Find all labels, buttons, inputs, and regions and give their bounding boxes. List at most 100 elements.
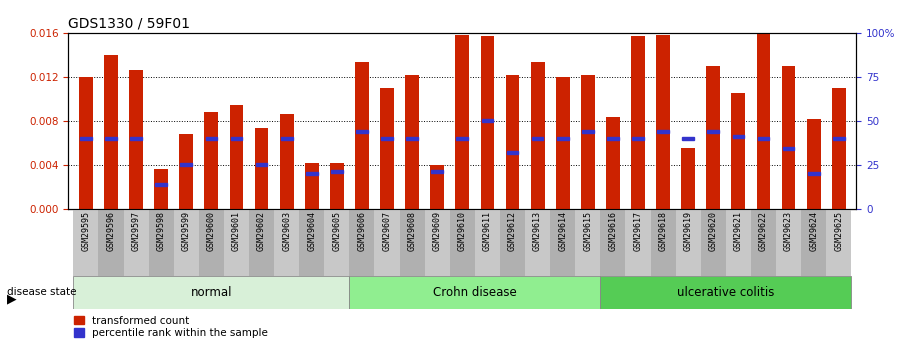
Bar bbox=[600, 209, 626, 276]
Bar bbox=[331, 170, 343, 173]
Bar bbox=[631, 36, 645, 209]
Bar bbox=[98, 209, 124, 276]
Bar bbox=[783, 147, 794, 150]
Bar bbox=[682, 137, 694, 140]
Bar bbox=[575, 209, 600, 276]
Bar bbox=[832, 88, 845, 209]
Bar bbox=[482, 119, 493, 122]
Text: GSM29600: GSM29600 bbox=[207, 211, 216, 252]
Bar bbox=[74, 276, 350, 309]
Bar bbox=[124, 209, 148, 276]
Bar bbox=[726, 209, 751, 276]
Bar bbox=[808, 172, 820, 175]
Bar bbox=[199, 209, 224, 276]
Text: GSM29602: GSM29602 bbox=[257, 211, 266, 252]
Bar bbox=[582, 130, 594, 133]
Bar bbox=[281, 137, 292, 140]
Bar bbox=[148, 209, 174, 276]
Bar bbox=[450, 209, 475, 276]
Text: ▶: ▶ bbox=[7, 293, 17, 306]
Text: GSM29606: GSM29606 bbox=[357, 211, 366, 252]
Bar bbox=[600, 276, 851, 309]
Text: GSM29604: GSM29604 bbox=[307, 211, 316, 252]
Text: GSM29597: GSM29597 bbox=[131, 211, 140, 252]
Bar bbox=[79, 77, 93, 209]
Bar bbox=[381, 137, 393, 140]
Text: GSM29611: GSM29611 bbox=[483, 211, 492, 252]
Text: GSM29624: GSM29624 bbox=[809, 211, 818, 252]
Text: GSM29620: GSM29620 bbox=[709, 211, 718, 252]
Bar bbox=[230, 105, 243, 209]
Bar bbox=[255, 128, 269, 209]
Bar bbox=[507, 151, 518, 154]
Bar bbox=[179, 134, 193, 209]
Bar bbox=[430, 165, 445, 209]
Bar bbox=[299, 209, 324, 276]
Bar bbox=[681, 148, 695, 209]
Bar bbox=[632, 137, 644, 140]
Bar bbox=[74, 209, 98, 276]
Bar bbox=[249, 209, 274, 276]
Bar bbox=[807, 119, 821, 209]
Text: GSM29613: GSM29613 bbox=[533, 211, 542, 252]
Bar bbox=[607, 137, 619, 140]
Bar bbox=[581, 75, 595, 209]
Bar bbox=[531, 62, 545, 209]
Bar bbox=[706, 66, 721, 209]
Bar bbox=[154, 169, 169, 209]
Text: GSM29610: GSM29610 bbox=[458, 211, 466, 252]
Bar bbox=[606, 117, 619, 209]
Text: GSM29596: GSM29596 bbox=[107, 211, 116, 252]
Text: GSM29603: GSM29603 bbox=[282, 211, 292, 252]
Text: GSM29622: GSM29622 bbox=[759, 211, 768, 252]
Bar bbox=[782, 66, 795, 209]
Bar bbox=[826, 209, 851, 276]
Bar bbox=[306, 172, 318, 175]
Bar bbox=[180, 163, 192, 166]
Text: GSM29617: GSM29617 bbox=[633, 211, 642, 252]
Bar bbox=[656, 35, 670, 209]
Bar bbox=[456, 137, 468, 140]
Bar bbox=[305, 162, 319, 209]
Bar bbox=[550, 209, 575, 276]
Text: GSM29608: GSM29608 bbox=[407, 211, 416, 252]
Legend: transformed count, percentile rank within the sample: transformed count, percentile rank withi… bbox=[74, 316, 268, 338]
Bar bbox=[130, 137, 142, 140]
Bar bbox=[174, 209, 199, 276]
Text: normal: normal bbox=[190, 286, 232, 299]
Bar bbox=[425, 209, 450, 276]
Text: GSM29598: GSM29598 bbox=[157, 211, 166, 252]
Text: disease state: disease state bbox=[7, 287, 77, 297]
Bar bbox=[506, 75, 519, 209]
Bar bbox=[400, 209, 425, 276]
Bar bbox=[650, 209, 676, 276]
Bar bbox=[475, 209, 500, 276]
Bar bbox=[129, 70, 143, 209]
Bar bbox=[405, 75, 419, 209]
Bar bbox=[105, 137, 117, 140]
Bar bbox=[756, 33, 771, 209]
Bar bbox=[525, 209, 550, 276]
Bar bbox=[230, 137, 242, 140]
Text: GDS1330 / 59F01: GDS1330 / 59F01 bbox=[68, 16, 190, 30]
Text: ulcerative colitis: ulcerative colitis bbox=[677, 286, 774, 299]
Bar bbox=[350, 276, 600, 309]
Bar bbox=[801, 209, 826, 276]
Bar bbox=[350, 209, 374, 276]
Text: GSM29623: GSM29623 bbox=[784, 211, 793, 252]
Text: GSM29614: GSM29614 bbox=[558, 211, 568, 252]
Text: GSM29625: GSM29625 bbox=[834, 211, 844, 252]
Bar bbox=[355, 62, 369, 209]
Bar bbox=[80, 137, 92, 140]
Bar bbox=[206, 137, 217, 140]
Bar bbox=[256, 163, 268, 166]
Bar bbox=[155, 183, 167, 186]
Text: GSM29619: GSM29619 bbox=[683, 211, 692, 252]
Bar bbox=[657, 130, 669, 133]
Text: GSM29605: GSM29605 bbox=[333, 211, 342, 252]
Bar bbox=[224, 209, 249, 276]
Bar bbox=[374, 209, 400, 276]
Bar bbox=[776, 209, 801, 276]
Text: GSM29609: GSM29609 bbox=[433, 211, 442, 252]
Bar bbox=[532, 137, 544, 140]
